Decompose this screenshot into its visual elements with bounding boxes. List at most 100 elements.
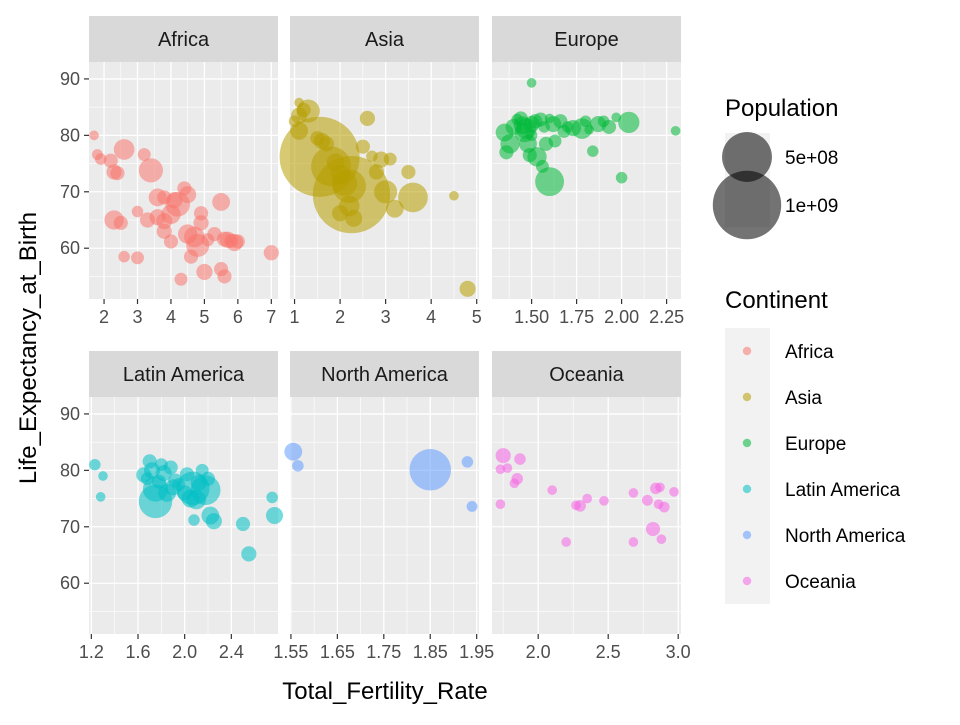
color-legend-key: [742, 438, 752, 448]
data-point: [584, 124, 595, 135]
facet-strip-label: Europe: [554, 29, 619, 51]
facet-strip: [89, 351, 278, 397]
data-point: [263, 245, 279, 261]
x-tick-label: 1.75: [366, 642, 401, 662]
facet-panel: [492, 397, 681, 634]
data-point: [670, 126, 681, 136]
x-tick-label: 1.50: [514, 307, 549, 327]
data-point: [548, 134, 562, 148]
data-point: [611, 112, 622, 123]
x-tick-label: 1.2: [79, 642, 104, 662]
data-point: [177, 181, 192, 196]
data-point: [669, 486, 679, 497]
data-point: [547, 485, 558, 495]
facet-strip-label: Asia: [365, 29, 405, 51]
facet-panel: [290, 397, 479, 634]
data-point: [151, 474, 167, 489]
data-point: [579, 115, 592, 128]
size-legend-label: 5e+08: [785, 148, 838, 169]
x-tick-label: 4: [426, 307, 436, 327]
data-point: [201, 233, 215, 247]
data-point: [538, 121, 550, 133]
facet-strip: [290, 351, 479, 397]
data-point: [265, 506, 284, 525]
y-tick-label: 60: [60, 573, 80, 593]
data-point: [138, 158, 163, 183]
y-tick-label: 90: [60, 404, 80, 424]
x-tick-label: 7: [266, 307, 276, 327]
data-point: [139, 212, 156, 228]
size-legend-key: [722, 132, 772, 182]
facet-strip-label: Africa: [158, 29, 210, 51]
data-point: [385, 199, 404, 218]
y-tick-label: 90: [60, 69, 80, 89]
color-legend-key-bg: [725, 328, 770, 604]
color-legend-title: Continent: [725, 287, 828, 314]
data-point: [89, 458, 101, 471]
color-legend-label: North America: [785, 526, 906, 547]
data-point: [359, 110, 376, 127]
x-tick-label: 2.0: [526, 642, 551, 662]
x-tick-label: 3: [381, 307, 391, 327]
data-point: [174, 272, 188, 286]
data-point: [241, 546, 257, 562]
data-point: [288, 115, 301, 128]
data-point: [142, 454, 157, 469]
data-point: [310, 131, 325, 146]
y-axis-title: Life_Expectancy_at_Birth: [15, 212, 42, 484]
data-point: [332, 205, 349, 222]
data-point: [495, 499, 506, 510]
data-point: [398, 182, 428, 213]
data-point: [110, 166, 125, 181]
data-point: [113, 139, 135, 160]
facet-strip: [492, 16, 681, 62]
x-tick-label: 2: [99, 307, 109, 327]
x-tick-label: 2.00: [604, 307, 639, 327]
color-legend-key: [742, 392, 752, 402]
size-legend-title: Population: [725, 95, 838, 122]
data-point: [183, 249, 199, 264]
data-point: [284, 442, 303, 461]
data-point: [641, 494, 653, 506]
data-point: [193, 206, 209, 221]
facet-strip: [492, 351, 681, 397]
data-point: [154, 458, 168, 472]
data-point: [383, 152, 397, 166]
data-point: [587, 145, 599, 157]
data-point: [628, 488, 639, 498]
x-tick-label: 5: [199, 307, 209, 327]
data-point: [409, 449, 452, 491]
x-tick-label: 1.6: [125, 642, 150, 662]
facet-panel: [89, 397, 278, 634]
data-point: [326, 153, 345, 172]
data-point: [522, 148, 537, 163]
color-legend-key: [742, 346, 752, 356]
data-point: [597, 115, 610, 128]
data-point: [98, 471, 108, 481]
data-point: [544, 113, 555, 124]
data-point: [535, 167, 565, 197]
data-point: [266, 491, 278, 504]
data-point: [172, 477, 186, 491]
x-tick-label: 3: [132, 307, 142, 327]
data-point: [401, 164, 416, 180]
x-tick-label: 2.0: [172, 642, 197, 662]
x-tick-label: 2.4: [219, 642, 244, 662]
x-tick-label: 2: [335, 307, 345, 327]
x-tick-label: 1.85: [413, 642, 448, 662]
color-legend-key: [742, 530, 752, 540]
data-point: [502, 463, 513, 473]
x-tick-label: 3.0: [666, 642, 691, 662]
data-point: [368, 164, 385, 180]
data-point: [355, 139, 370, 154]
data-point: [230, 234, 245, 249]
data-point: [615, 171, 628, 184]
x-tick-label: 4: [166, 307, 176, 327]
data-point: [131, 205, 144, 218]
data-point: [195, 463, 209, 477]
color-legend-key: [742, 484, 752, 494]
data-point: [163, 234, 179, 249]
y-tick-label: 80: [60, 460, 80, 480]
x-tick-label: 1.65: [320, 642, 355, 662]
